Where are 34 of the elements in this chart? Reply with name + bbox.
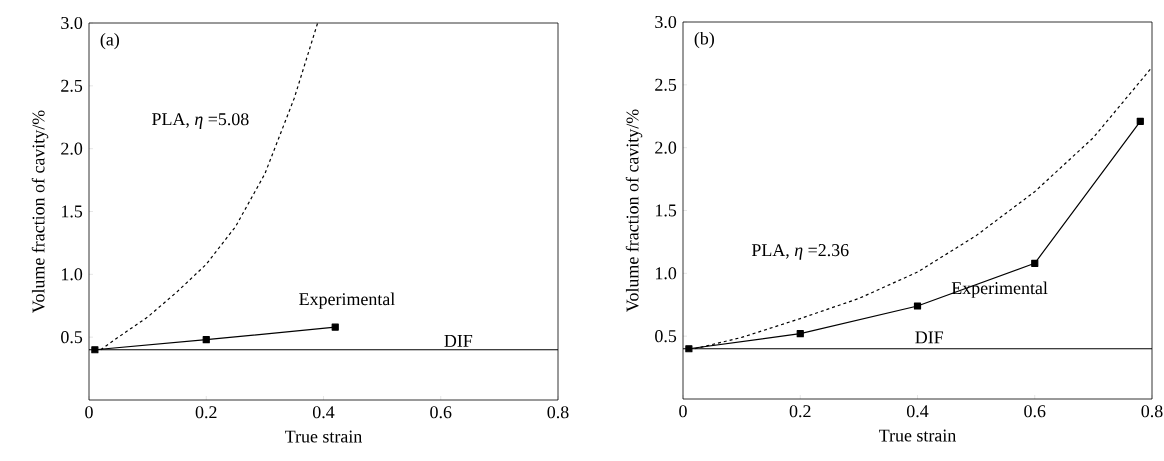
ref-line-label: DIF bbox=[915, 331, 944, 344]
y-tick-label: 1.5 bbox=[655, 204, 677, 217]
x-tick-label: 0.6 bbox=[1024, 405, 1046, 418]
y-tick-label: 3.0 bbox=[655, 15, 677, 29]
annotation: (b) bbox=[694, 31, 714, 49]
x-tick-label: 0.2 bbox=[195, 406, 217, 419]
y-tick-label: 1.0 bbox=[61, 268, 83, 281]
x-axis-title: True strain bbox=[285, 430, 363, 443]
y-tick-label: 2.0 bbox=[655, 141, 677, 154]
y-tick-label: 2.0 bbox=[61, 142, 83, 155]
x-tick-label: 0.4 bbox=[906, 405, 929, 418]
x-tick-label: 0 bbox=[679, 405, 687, 418]
x-tick-label: 0.2 bbox=[789, 405, 811, 418]
annotation: (a) bbox=[100, 32, 119, 50]
y-tick-label: 1.5 bbox=[61, 205, 83, 218]
series-label: Experimental bbox=[299, 292, 395, 309]
x-tick-label: 0.8 bbox=[547, 406, 569, 419]
x-tick-label: 0.8 bbox=[1141, 405, 1163, 418]
y-tick-label: 2.5 bbox=[61, 79, 83, 92]
series-label: PLA, η =5.08 bbox=[152, 113, 249, 129]
text: PLA, η =2.36 bbox=[751, 244, 849, 260]
y-axis-title: Volume fraction of cavity/% bbox=[31, 110, 49, 313]
y-axis-title: Volume fraction of cavity/% bbox=[625, 109, 643, 312]
series-label: Experimental bbox=[951, 281, 1048, 298]
y-tick-label: 3.0 bbox=[61, 16, 83, 30]
x-tick-label: 0.6 bbox=[430, 406, 452, 419]
y-tick-label: 0.5 bbox=[61, 331, 83, 344]
y-tick-label: 2.5 bbox=[655, 78, 677, 91]
x-tick-label: 0.4 bbox=[312, 406, 335, 419]
ref-line-label: DIF bbox=[444, 335, 473, 347]
y-tick-label: 1.0 bbox=[655, 267, 677, 280]
x-axis-title: True strain bbox=[879, 429, 957, 442]
y-tick-label: 0.5 bbox=[655, 330, 677, 343]
x-tick-label: 0 bbox=[85, 406, 93, 419]
